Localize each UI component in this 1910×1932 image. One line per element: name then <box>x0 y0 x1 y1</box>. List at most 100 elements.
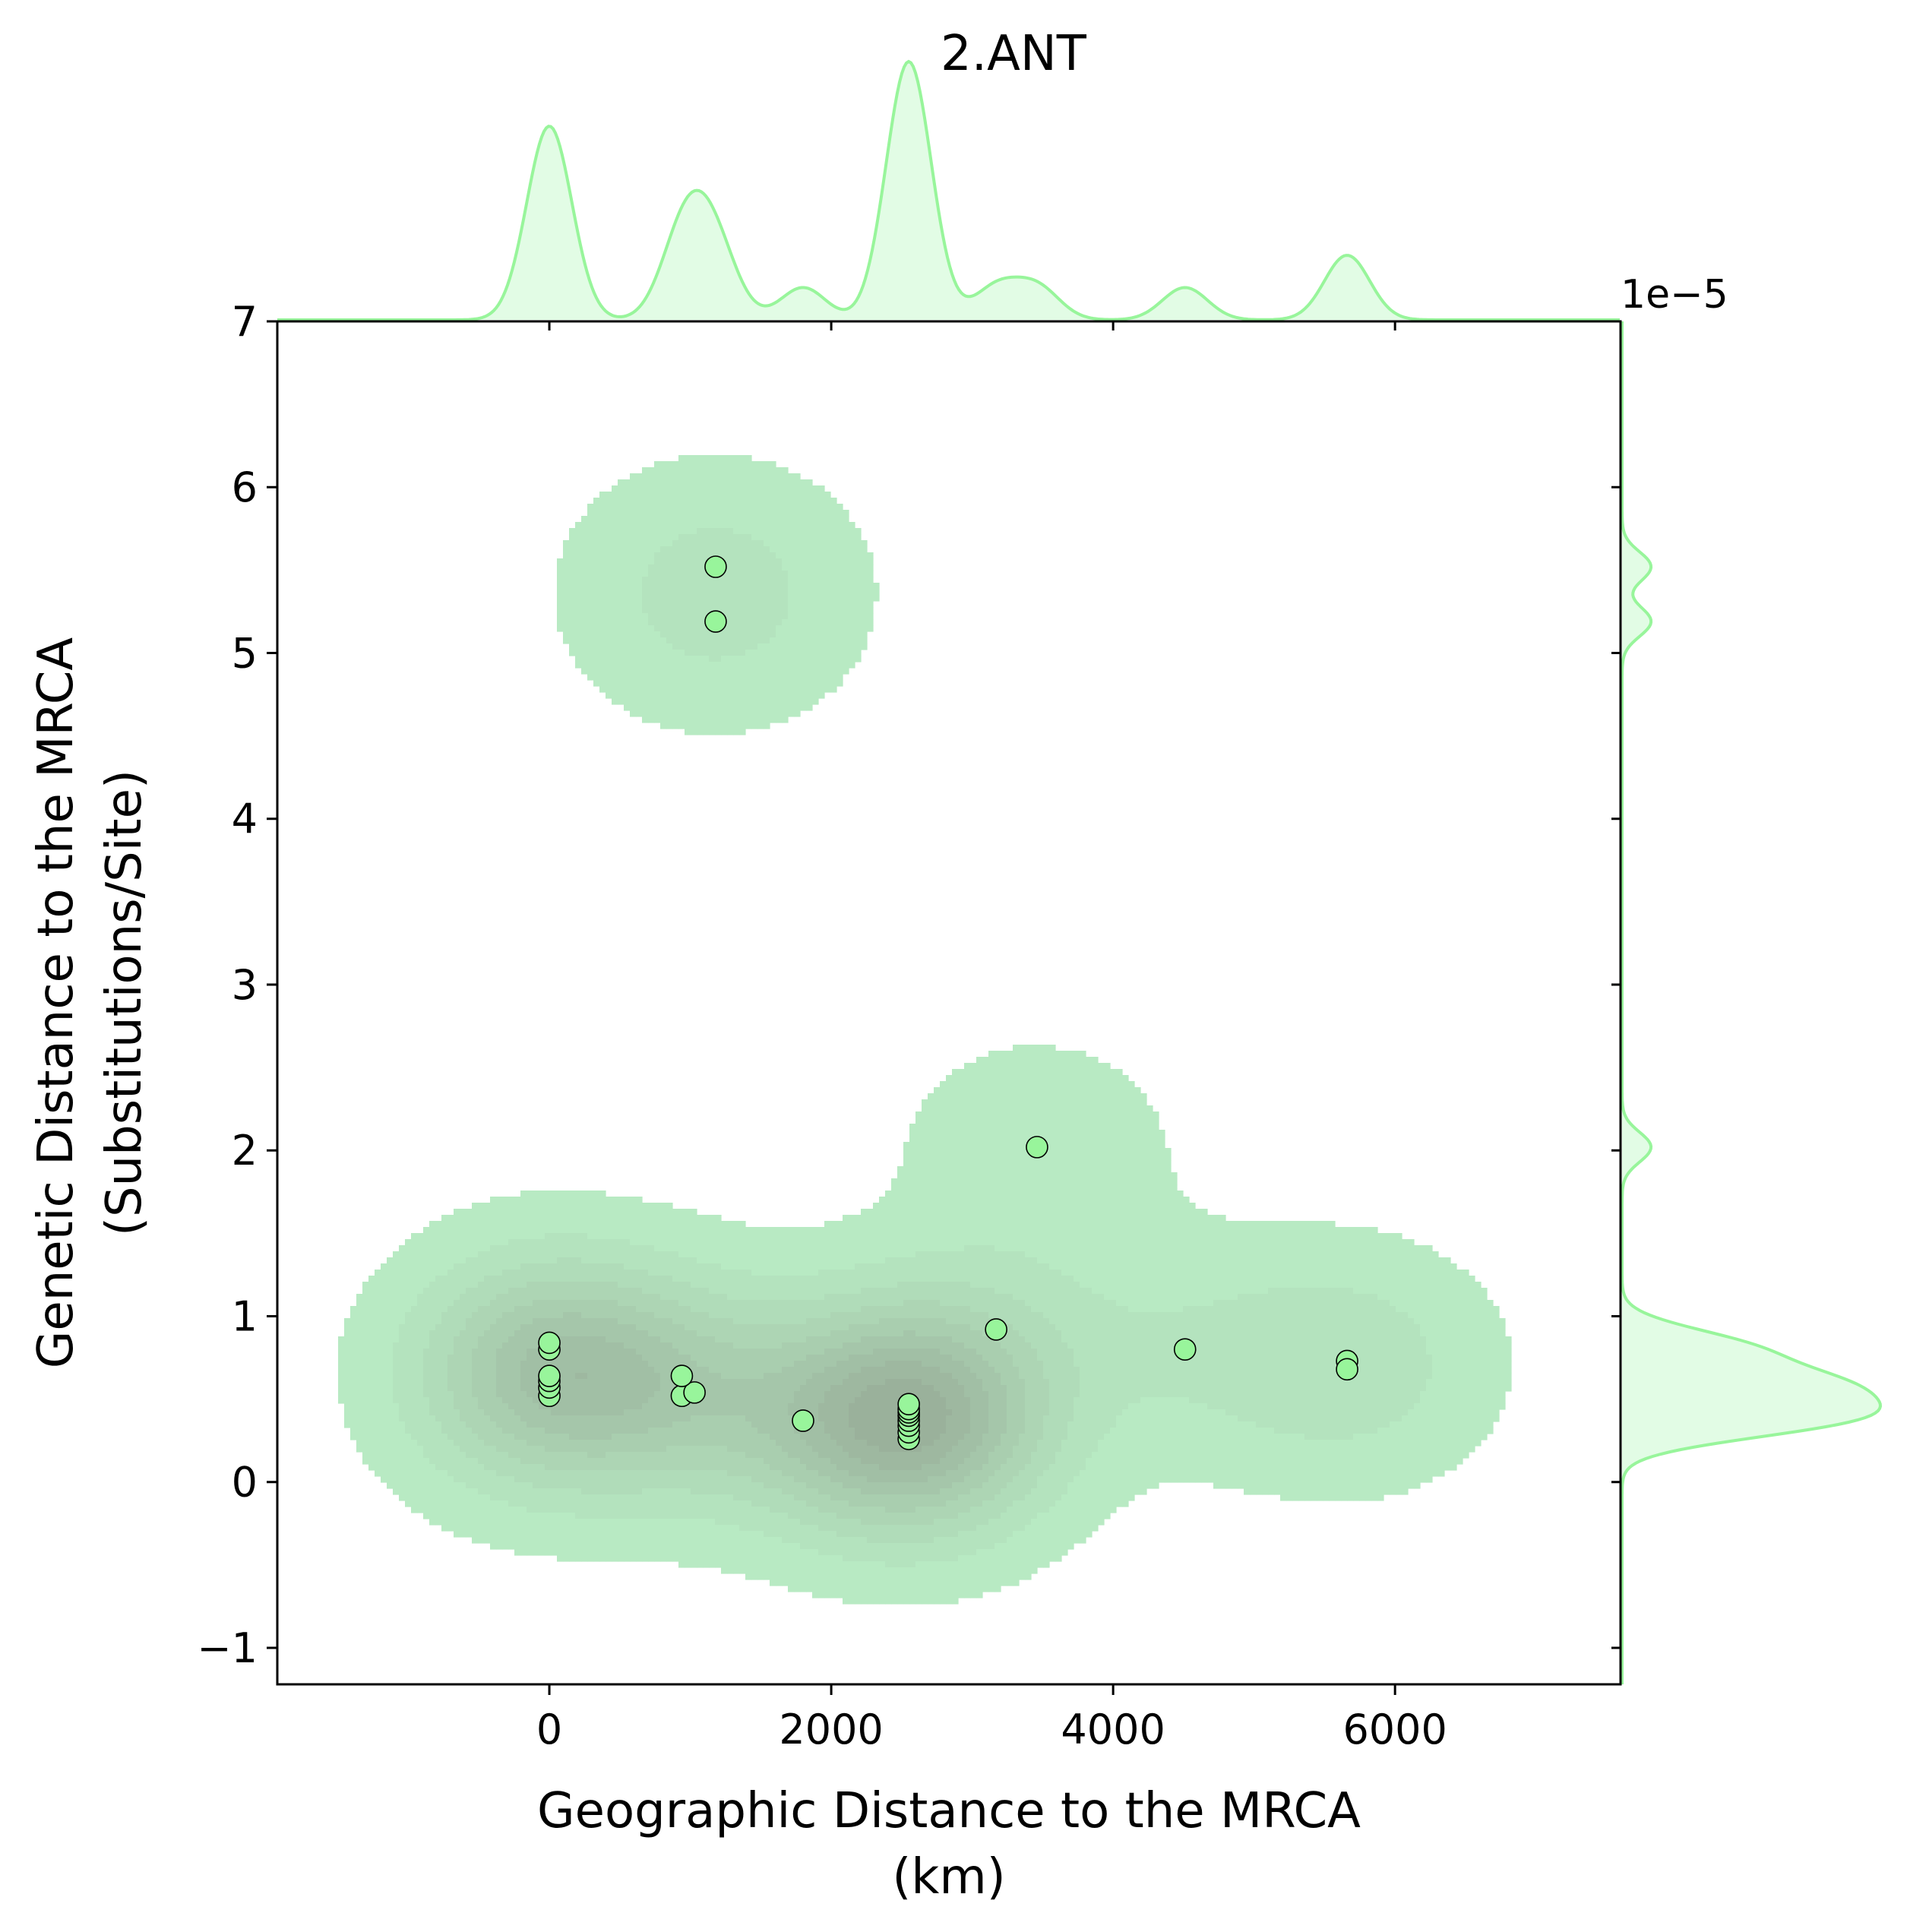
kde-cell <box>806 479 813 486</box>
kde-cell <box>587 1221 594 1228</box>
kde-cell <box>691 546 697 553</box>
kde-cell <box>1189 1215 1196 1222</box>
kde-cell <box>624 643 631 650</box>
kde-cell <box>909 1191 916 1197</box>
kde-cell <box>751 564 758 571</box>
kde-cell <box>879 1282 886 1289</box>
kde-cell <box>618 1263 625 1270</box>
kde-cell <box>770 528 776 535</box>
kde-cell <box>757 492 764 498</box>
kde-cell <box>581 662 588 669</box>
kde-cell <box>928 1263 934 1270</box>
kde-cell <box>624 577 631 583</box>
kde-cell <box>812 577 819 583</box>
kde-cell <box>946 1191 953 1197</box>
kde-cell <box>970 1239 977 1246</box>
kde-cell <box>849 1233 855 1240</box>
kde-cell <box>733 1276 740 1282</box>
kde-cell <box>1238 1227 1244 1234</box>
kde-cell <box>1159 1154 1165 1161</box>
kde-cell <box>770 1263 776 1270</box>
kde-cell <box>1025 1184 1032 1191</box>
kde-cell <box>1098 1099 1105 1106</box>
kde-cell <box>794 637 801 644</box>
kde-cell <box>776 625 783 632</box>
kde-cell <box>1013 1191 1020 1197</box>
kde-cell <box>1049 1209 1056 1216</box>
kde-cell <box>1268 1221 1275 1228</box>
kde-cell <box>1013 1251 1020 1258</box>
kde-cell <box>1329 1257 1336 1264</box>
kde-cell <box>587 528 594 535</box>
kde-cell <box>849 1276 855 1282</box>
kde-cell <box>867 1209 874 1216</box>
kde-cell <box>721 607 728 614</box>
kde-cell <box>946 1087 953 1094</box>
kde-cell <box>855 1215 862 1222</box>
kde-cell <box>624 534 631 541</box>
kde-cell <box>581 1197 588 1203</box>
kde-cell <box>836 564 843 571</box>
kde-cell <box>812 516 819 523</box>
kde-cell <box>1426 1263 1433 1270</box>
kde-cell <box>484 1209 491 1216</box>
kde-cell <box>1116 1160 1123 1167</box>
kde-cell <box>739 1221 746 1228</box>
kde-cell <box>788 668 795 675</box>
kde-cell <box>739 510 746 517</box>
kde-cell <box>648 1263 655 1270</box>
kde-cell <box>861 1227 868 1234</box>
kde-cell <box>1140 1203 1147 1209</box>
kde-cell <box>1086 1118 1093 1124</box>
kde-cell <box>1110 1118 1117 1124</box>
kde-cell <box>818 601 825 608</box>
kde-cell <box>952 1257 959 1264</box>
kde-cell <box>1013 1203 1020 1209</box>
kde-cell <box>976 1105 983 1112</box>
kde-cell <box>751 680 758 687</box>
kde-cell <box>1225 1251 1232 1258</box>
kde-cell <box>636 643 643 650</box>
kde-cell <box>958 1118 965 1124</box>
kde-cell <box>843 546 849 553</box>
kde-cell <box>648 1245 655 1252</box>
kde-cell <box>1080 1227 1086 1234</box>
kde-cell <box>970 1227 977 1234</box>
kde-cell <box>1304 1270 1311 1276</box>
kde-cell <box>703 692 710 699</box>
kde-cell <box>995 1221 1001 1228</box>
kde-cell <box>1074 1191 1080 1197</box>
kde-cell <box>539 1215 545 1222</box>
kde-cell <box>843 668 849 675</box>
kde-cell <box>794 692 801 699</box>
kde-cell <box>922 1166 928 1173</box>
kde-cell <box>472 1233 479 1240</box>
kde-cell <box>1074 1221 1080 1228</box>
kde-cell <box>709 534 716 541</box>
kde-cell <box>660 461 667 468</box>
kde-cell <box>423 1282 430 1289</box>
kde-cell <box>952 1118 959 1124</box>
kde-cell <box>1122 1276 1129 1282</box>
kde-cell <box>630 1263 637 1270</box>
kde-cell <box>636 1251 643 1258</box>
kde-cell <box>970 1172 977 1179</box>
kde-cell <box>630 510 637 517</box>
kde-cell <box>1104 1081 1111 1088</box>
kde-cell <box>1268 1276 1275 1282</box>
kde-cell <box>654 461 661 468</box>
kde-cell <box>1019 1233 1026 1240</box>
kde-cell <box>405 1282 412 1289</box>
kde-cell <box>575 601 582 608</box>
kde-cell <box>660 631 667 638</box>
kde-cell <box>1013 1197 1020 1203</box>
kde-cell <box>928 1178 934 1185</box>
kde-cell <box>666 1245 673 1252</box>
kde-cell <box>1134 1257 1141 1264</box>
kde-cell <box>946 1093 953 1100</box>
kde-cell <box>964 1081 971 1088</box>
kde-cell <box>782 546 789 553</box>
kde-cell <box>995 1154 1001 1161</box>
kde-cell <box>824 1245 831 1252</box>
kde-cell <box>721 601 728 608</box>
